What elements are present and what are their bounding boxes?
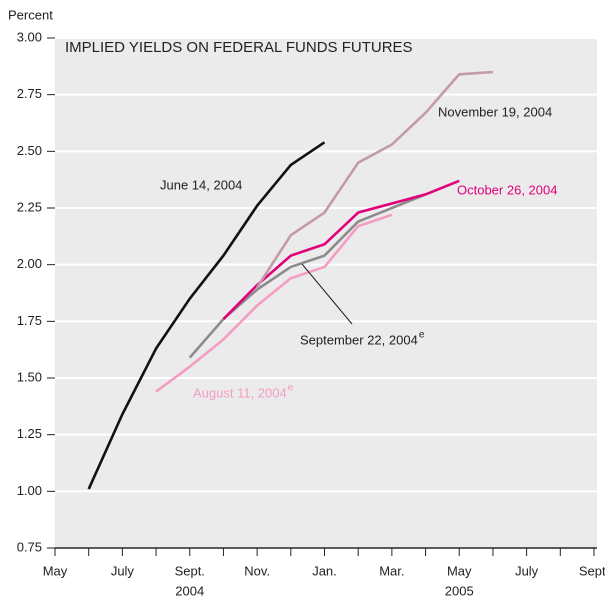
series-label-sup: e [288, 383, 294, 394]
series-label: September 22, 2004 [300, 332, 418, 347]
series-label-sup: e [419, 330, 425, 341]
leader-line [301, 263, 353, 325]
y-axis-label: Percent [8, 7, 53, 22]
y-tick-label: 3.00 [17, 29, 42, 44]
y-tick-label: 2.25 [17, 199, 42, 214]
series-line [87, 141, 326, 490]
x-tick-label: Mar. [379, 563, 404, 578]
series-line [155, 213, 393, 393]
x-tick-label: July [515, 563, 539, 578]
series-label: August 11, 2004 [193, 385, 287, 400]
chart-title: IMPLIED YIELDS ON FEDERAL FUNDS FUTURES [65, 39, 413, 56]
series-label: June 14, 2004 [160, 177, 242, 192]
x-tick-label: May [447, 563, 472, 578]
y-tick-label: 1.25 [17, 426, 42, 441]
y-tick-label: 2.50 [17, 143, 42, 158]
x-tick-label: Sept. [579, 563, 605, 578]
x-year-label: 2004 [175, 583, 204, 598]
y-tick-label: 2.00 [17, 256, 42, 271]
series-label: October 26, 2004 [457, 182, 557, 197]
y-tick-label: 1.00 [17, 483, 42, 498]
y-tick-label: 0.75 [17, 539, 42, 554]
x-tick-label: Jan. [312, 563, 337, 578]
x-year-label: 2005 [445, 583, 474, 598]
series-line [256, 70, 494, 289]
y-tick-label: 1.75 [17, 313, 42, 328]
x-tick-label: May [43, 563, 68, 578]
y-tick-label: 1.50 [17, 369, 42, 384]
series-label: November 19, 2004 [438, 104, 552, 119]
x-tick-label: July [111, 563, 135, 578]
y-tick-label: 2.75 [17, 86, 42, 101]
x-tick-label: Nov. [244, 563, 270, 578]
x-tick-label: Sept. [175, 563, 205, 578]
